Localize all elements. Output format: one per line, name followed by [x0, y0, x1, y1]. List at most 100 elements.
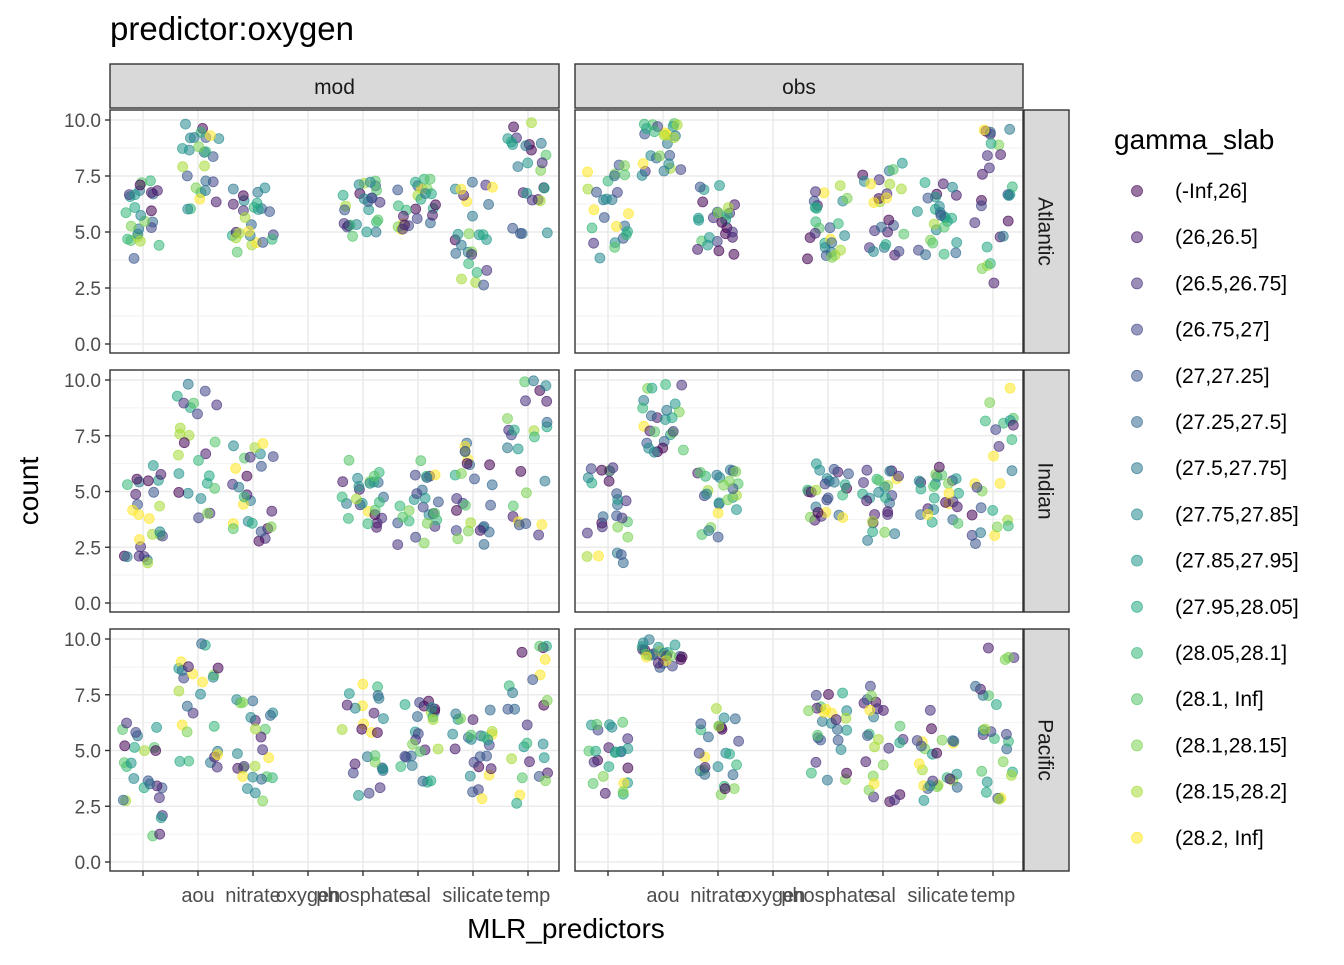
data-point	[841, 192, 853, 204]
strip-mod	[109, 63, 560, 109]
data-point	[199, 385, 211, 397]
legend-label: (28.1, Inf]	[1175, 688, 1264, 711]
data-point	[145, 222, 157, 234]
data-point	[889, 528, 901, 540]
data-point	[724, 748, 735, 760]
y-tick-label: 7.5	[75, 167, 101, 188]
data-point	[202, 507, 214, 519]
data-point	[697, 196, 709, 208]
data-point	[486, 726, 498, 737]
data-point	[873, 174, 885, 186]
data-point	[117, 794, 129, 806]
data-point	[483, 198, 495, 210]
data-point	[451, 504, 462, 516]
y-tick-label: 2.5	[75, 797, 101, 818]
data-point	[188, 397, 200, 409]
data-point	[507, 139, 518, 150]
data-point	[406, 760, 418, 771]
data-point	[981, 776, 993, 788]
data-point	[207, 151, 219, 163]
data-point	[590, 745, 601, 757]
data-point	[997, 230, 1009, 242]
data-point	[837, 687, 848, 699]
data-point	[255, 460, 267, 472]
data-point	[811, 202, 822, 214]
data-point	[370, 226, 382, 238]
data-point	[828, 463, 840, 475]
legend-label: (28.2, Inf]	[1175, 827, 1264, 850]
data-point	[841, 767, 852, 779]
data-point	[487, 181, 498, 193]
data-point	[915, 483, 927, 495]
data-point	[820, 703, 832, 715]
data-point	[582, 472, 594, 484]
data-point	[521, 737, 533, 749]
data-point	[174, 756, 186, 767]
x-tick-label: sal	[405, 885, 431, 907]
data-point	[873, 486, 885, 498]
data-point	[419, 492, 431, 504]
data-point	[266, 233, 278, 245]
data-point	[622, 531, 634, 543]
data-point	[182, 203, 194, 215]
data-point	[541, 416, 553, 428]
data-point	[507, 687, 518, 699]
data-point	[182, 661, 194, 673]
data-point	[212, 662, 224, 674]
data-point	[991, 521, 1003, 533]
data-point	[536, 157, 548, 169]
data-point	[353, 179, 365, 191]
data-point	[343, 454, 355, 466]
data-point	[130, 488, 142, 500]
data-point	[862, 730, 873, 741]
data-point	[371, 727, 383, 738]
data-point	[154, 828, 166, 840]
y-tick-label: 10.0	[64, 111, 101, 132]
legend: gamma_slab (-Inf,26] (26,26.5] (26.5,26.75…	[1114, 124, 1299, 850]
data-point	[212, 749, 224, 761]
panel-border	[574, 109, 1024, 354]
data-point	[134, 235, 146, 247]
data-point	[121, 551, 133, 563]
data-point	[512, 443, 524, 455]
data-point	[839, 479, 851, 491]
x-tick-label: aou	[181, 885, 214, 907]
data-point	[649, 426, 661, 438]
panel-border	[574, 628, 1024, 872]
data-point	[259, 182, 271, 194]
data-point	[731, 504, 742, 516]
data-point	[237, 697, 249, 708]
data-point	[893, 245, 905, 257]
legend-label: (-Inf,26]	[1175, 180, 1247, 203]
data-point	[927, 237, 939, 249]
data-point	[997, 756, 1009, 768]
data-point	[520, 140, 532, 152]
data-point	[508, 424, 520, 436]
data-point	[459, 499, 471, 511]
data-point	[190, 182, 202, 194]
data-point	[481, 264, 493, 276]
data-point	[862, 535, 873, 546]
data-point	[864, 704, 876, 716]
data-point	[667, 425, 679, 437]
data-point	[878, 705, 889, 716]
data-point	[361, 226, 373, 238]
data-point	[533, 529, 544, 541]
data-point	[145, 175, 156, 187]
data-point	[596, 521, 608, 533]
data-point	[975, 502, 987, 514]
legend-key	[1131, 647, 1143, 659]
data-point	[943, 487, 955, 499]
panel-mod-Pacific	[109, 628, 560, 872]
data-point	[913, 758, 925, 770]
data-point	[1004, 382, 1016, 394]
data-point	[826, 237, 838, 249]
data-point	[357, 678, 369, 690]
y-tick-label: 10.0	[64, 371, 101, 392]
data-point	[211, 399, 223, 411]
data-point	[675, 164, 687, 176]
legend-key	[1131, 323, 1143, 336]
data-point	[485, 763, 497, 775]
data-point	[610, 746, 621, 758]
data-point	[669, 639, 681, 651]
